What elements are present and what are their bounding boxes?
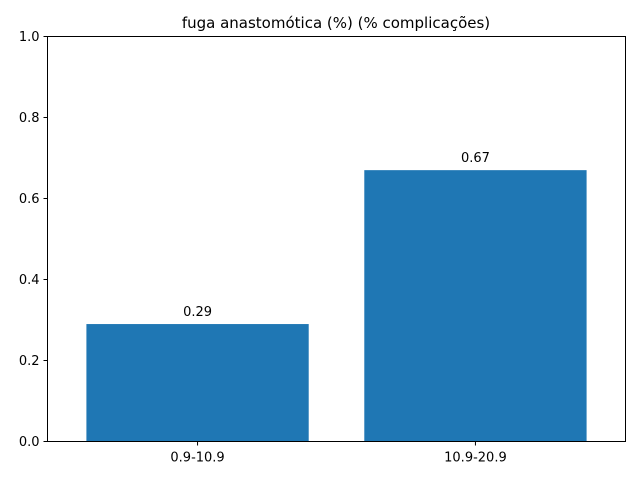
bar-0.9-10.9 (86, 324, 309, 442)
x-tick-label: 10.9-20.9 (444, 451, 507, 466)
y-tick-label: 0.0 (19, 435, 40, 450)
y-axis: 0.0 0.2 0.4 0.6 0.8 1.0 (19, 30, 48, 450)
x-tick-label: 0.9-10.9 (170, 451, 224, 466)
bar-10.9-20.9 (364, 170, 587, 442)
plot-frame (47, 36, 626, 442)
y-tick-label: 0.4 (19, 273, 40, 288)
y-tick-label: 1.0 (19, 30, 40, 45)
x-axis: 0.9-10.9 10.9-20.9 (170, 441, 507, 466)
chart-title: fuga anastomótica (%) (% complicações) (182, 14, 490, 32)
data-label: 0.29 (183, 305, 212, 320)
y-tick-label: 0.2 (19, 354, 40, 369)
data-label: 0.67 (461, 151, 490, 166)
y-tick-label: 0.8 (19, 111, 40, 126)
data-labels: 0.29 0.67 (183, 151, 490, 320)
y-tick-label: 0.6 (19, 192, 40, 207)
bar-series (86, 170, 587, 442)
